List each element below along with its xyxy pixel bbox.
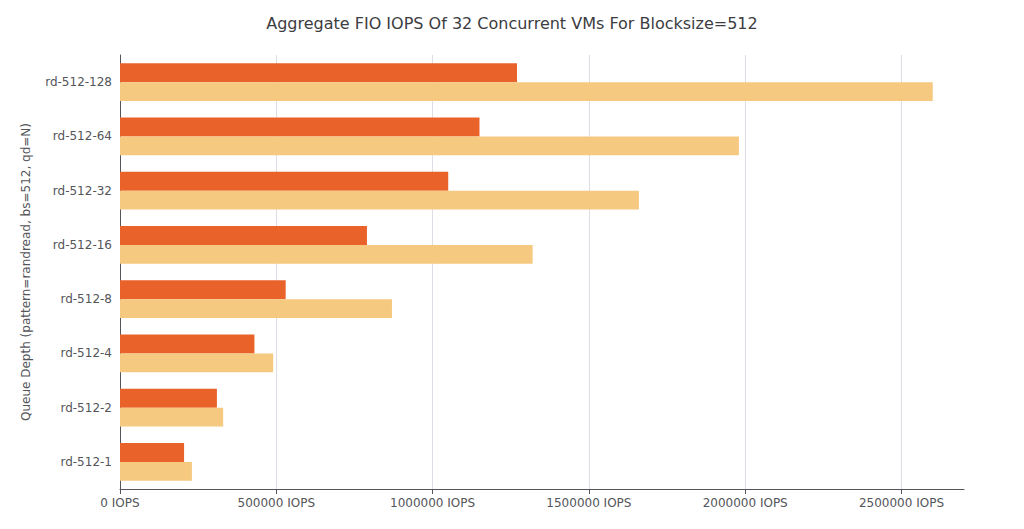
- svg-text:rd-512-128: rd-512-128: [45, 75, 112, 89]
- svg-text:2000000 IOPS: 2000000 IOPS: [703, 496, 788, 510]
- svg-text:rd-512-2: rd-512-2: [60, 401, 112, 415]
- svg-text:1500000 IOPS: 1500000 IOPS: [546, 496, 631, 510]
- svg-text:rd-512-1: rd-512-1: [60, 455, 112, 469]
- svg-text:500000 IOPS: 500000 IOPS: [238, 496, 315, 510]
- svg-text:rd-512-64: rd-512-64: [53, 129, 112, 143]
- svg-text:Aggregate FIO IOPS Of 32 Concu: Aggregate FIO IOPS Of 32 Concurrent VMs …: [266, 14, 757, 33]
- svg-text:2500000 IOPS: 2500000 IOPS: [859, 496, 944, 510]
- svg-text:rd-512-32: rd-512-32: [53, 184, 112, 198]
- svg-text:rd-512-16: rd-512-16: [53, 238, 112, 252]
- svg-text:0 IOPS: 0 IOPS: [100, 496, 139, 510]
- svg-text:Queue Depth (pattern=randread,: Queue Depth (pattern=randread, bs=512, q…: [19, 123, 33, 421]
- svg-text:rd-512-8: rd-512-8: [60, 292, 112, 306]
- svg-text:1000000 IOPS: 1000000 IOPS: [390, 496, 475, 510]
- svg-text:rd-512-4: rd-512-4: [60, 346, 112, 360]
